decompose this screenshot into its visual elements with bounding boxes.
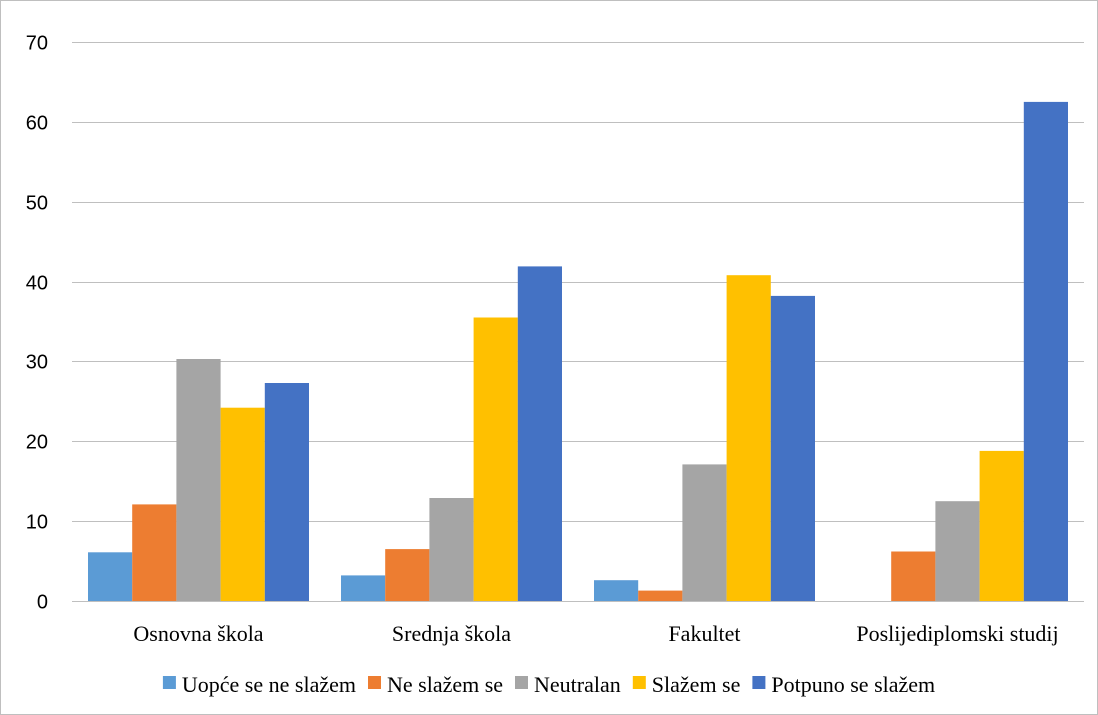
y-tick-label: 70 xyxy=(26,33,48,55)
legend-swatch xyxy=(632,676,646,689)
legend-item: Uopće se ne slažem xyxy=(162,672,356,697)
bar xyxy=(517,266,562,601)
legend-item: Potpuno se slažem xyxy=(752,672,935,697)
legend-swatch xyxy=(752,676,766,689)
bar xyxy=(682,464,727,601)
legend-item: Slažem se xyxy=(632,672,741,697)
bar xyxy=(1023,101,1068,602)
bar xyxy=(638,590,683,601)
y-tick-label: 50 xyxy=(26,193,48,215)
legend: Uopće se ne slažem Ne slažem se Neutralan S… xyxy=(162,672,935,697)
bar xyxy=(264,383,309,601)
bar xyxy=(726,275,771,601)
y-axis-ticks: 0 10 20 30 40 50 60 70 xyxy=(26,33,48,614)
bar xyxy=(891,551,936,601)
legend-label: Slažem se xyxy=(652,672,741,697)
bar xyxy=(979,450,1024,601)
legend-label: Uopće se ne slažem xyxy=(182,672,356,697)
y-tick-label: 30 xyxy=(26,352,48,374)
bars xyxy=(88,101,1068,602)
bar xyxy=(429,498,474,601)
x-tick-label: Osnovna škola xyxy=(133,621,263,646)
bar xyxy=(770,295,815,601)
bar xyxy=(88,552,133,601)
y-tick-label: 10 xyxy=(26,512,48,534)
bar xyxy=(220,407,265,601)
legend-swatch xyxy=(515,676,528,689)
legend-label: Potpuno se slažem xyxy=(771,672,935,697)
legend-item: Ne slažem se xyxy=(368,672,503,697)
y-tick-label: 40 xyxy=(26,273,48,295)
bar xyxy=(594,580,639,601)
bar xyxy=(385,549,430,601)
bar xyxy=(176,359,221,601)
y-tick-label: 60 xyxy=(26,113,48,135)
bar xyxy=(473,317,518,601)
bar xyxy=(935,501,980,601)
x-tick-label: Fakultet xyxy=(668,621,740,646)
legend-item: Neutralan xyxy=(515,672,621,697)
legend-label: Neutralan xyxy=(534,672,621,697)
x-axis-ticks: Osnovna škola Srednja škola Fakultet Poslij… xyxy=(133,621,1058,646)
legend-swatch xyxy=(162,676,176,689)
legend-label: Ne slažem se xyxy=(387,672,503,697)
bar xyxy=(132,504,177,601)
y-tick-label: 0 xyxy=(37,592,48,614)
y-tick-label: 20 xyxy=(26,432,48,454)
x-tick-label: Poslijediplomski studij xyxy=(856,621,1058,646)
bar xyxy=(341,575,386,601)
x-tick-label: Srednja škola xyxy=(392,621,511,646)
gridlines xyxy=(72,42,1084,602)
legend-swatch xyxy=(368,676,381,689)
